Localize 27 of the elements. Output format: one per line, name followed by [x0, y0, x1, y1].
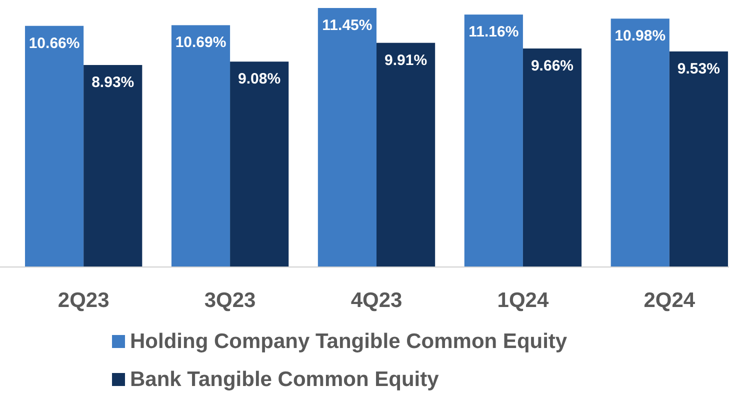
- bar: [84, 65, 142, 267]
- legend-label: Bank Tangible Common Equity: [130, 368, 440, 391]
- legend-label: Holding Company Tangible Common Equity: [130, 330, 568, 353]
- bar: [171, 25, 230, 267]
- bar: [25, 26, 84, 267]
- data-label: 11.16%: [468, 24, 519, 41]
- bar: [522, 48, 582, 267]
- data-label: 10.69%: [175, 34, 226, 52]
- data-label: 9.66%: [530, 57, 574, 74]
- bar: [464, 14, 523, 267]
- data-label: 9.08%: [238, 70, 281, 88]
- x-tick-label: 2Q24: [644, 289, 696, 312]
- bar: [318, 8, 376, 267]
- x-tick-label: 1Q24: [497, 289, 549, 312]
- x-tick-label: 3Q23: [204, 289, 256, 312]
- data-label: 9.53%: [677, 60, 720, 78]
- data-label: 10.66%: [28, 34, 80, 52]
- data-label: 11.45%: [322, 17, 372, 34]
- data-label: 10.98%: [614, 28, 666, 45]
- bar: [230, 62, 289, 267]
- x-tick-label: 2Q23: [58, 289, 110, 312]
- bar: [669, 51, 728, 267]
- bar: [610, 18, 670, 267]
- bar: [376, 42, 436, 267]
- x-tick-label: 4Q23: [350, 289, 402, 312]
- data-label: 9.91%: [384, 52, 428, 69]
- data-label: 8.93%: [92, 74, 134, 92]
